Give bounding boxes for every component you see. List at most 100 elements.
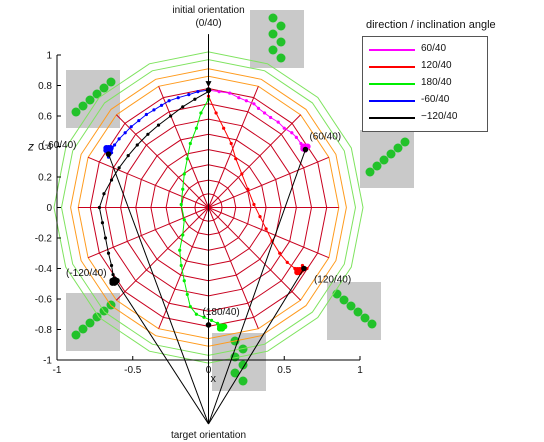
data-point: [135, 143, 139, 147]
data-point: [176, 96, 180, 100]
legend-label: 180/40: [421, 77, 452, 88]
grid-spoke: [87, 156, 209, 208]
x-tick-labels: -1 -0.5 0 0.5 1: [53, 356, 363, 376]
data-point: [109, 263, 114, 268]
insect-segment: [353, 307, 363, 317]
data-point: [199, 111, 203, 115]
target-line: [114, 278, 209, 425]
data-point: [193, 97, 197, 101]
insect-segment: [276, 37, 286, 47]
data-point: [169, 114, 173, 118]
data-point: [188, 305, 192, 309]
x-tick-label: -1: [53, 365, 62, 376]
y-tick-label: -0.8: [35, 325, 53, 336]
data-point: [182, 172, 186, 176]
inset-bottom: [212, 333, 266, 391]
data-point: [194, 126, 198, 130]
y-tick-label: -0.4: [35, 264, 53, 275]
y-tick-label: 0.2: [38, 173, 52, 184]
target-point: [302, 146, 309, 153]
y-tick-label: -0.6: [35, 295, 53, 306]
y-tick-label: 0: [46, 203, 52, 214]
grid-spoke: [116, 207, 209, 301]
data-point: [246, 187, 250, 191]
insect-segment: [372, 161, 382, 171]
insect-segment: [365, 167, 375, 177]
y-axis-label: z: [27, 140, 34, 154]
target-cluster-point: [105, 145, 112, 152]
annotation-label: (180/40): [203, 307, 240, 318]
data-point: [129, 125, 133, 129]
y-tick-label: -1: [43, 356, 52, 367]
data-point: [244, 99, 248, 103]
insect-segment: [393, 143, 403, 153]
data-point: [152, 108, 156, 112]
data-point: [117, 166, 121, 170]
data-point: [188, 141, 192, 146]
y-tick-label: 0.4: [38, 142, 52, 153]
data-point: [196, 90, 200, 94]
data-point: [214, 111, 218, 115]
legend: 60/40 120/40 180/40 -60/40 −120/40: [362, 36, 488, 132]
series-2: [178, 97, 228, 332]
grid-ring-outer-green: [53, 51, 364, 364]
grid-spoke: [208, 86, 259, 208]
legend-label: −120/40: [421, 111, 458, 122]
target-line: [208, 149, 306, 425]
x-tick-label: -0.5: [124, 365, 142, 376]
data-point: [258, 215, 262, 219]
inset-top-left: [66, 70, 120, 128]
grid-ring-green: [60, 59, 357, 356]
legend-swatch: [369, 100, 415, 102]
data-point: [102, 192, 106, 196]
data-point: [182, 218, 186, 222]
x-tick-label: 0: [206, 365, 212, 376]
data-point: [222, 126, 226, 130]
insect-segment: [360, 313, 370, 323]
insect-segment: [268, 45, 278, 55]
insect-segment: [238, 360, 248, 370]
data-point: [185, 292, 189, 297]
data-point: [97, 205, 102, 210]
data-point: [269, 115, 273, 120]
insect-segment: [386, 149, 396, 159]
grid-spoke: [208, 207, 259, 329]
data-point: [103, 236, 108, 240]
x-tick-label: 0.5: [277, 365, 291, 376]
grid-spoke: [116, 114, 209, 208]
data-point: [159, 103, 164, 107]
data-point: [179, 263, 183, 268]
data-point: [285, 260, 289, 264]
data-point: [109, 178, 114, 182]
legend-swatch: [369, 83, 415, 85]
annotation-label: (-60/40): [41, 140, 76, 151]
data-point: [112, 143, 117, 147]
insect-inset-icon: [365, 137, 410, 177]
insect-segment: [379, 155, 389, 165]
target-line: [208, 268, 305, 425]
data-point: [117, 137, 121, 141]
data-point: [178, 248, 182, 252]
series-line: [179, 98, 223, 327]
initial-arrow-head: [205, 81, 212, 88]
y-tick-label: 1: [46, 51, 52, 62]
data-point: [181, 233, 185, 237]
legend-label: -60/40: [421, 94, 450, 105]
data-point: [290, 131, 294, 135]
insect-segment: [71, 330, 81, 340]
insect-segment: [276, 53, 286, 63]
target-cluster-point: [296, 267, 303, 274]
grid-ring-orange: [70, 68, 347, 347]
x-axis-label: x: [211, 373, 217, 385]
legend-swatch: [369, 117, 415, 119]
insect-segment: [85, 318, 95, 328]
annotation-label: (0/40): [195, 18, 221, 29]
insect-segment: [346, 301, 356, 311]
insect-segment: [92, 312, 102, 322]
legend-swatch: [369, 49, 415, 51]
target-point: [111, 276, 118, 282]
data-point: [179, 202, 183, 207]
data-point: [126, 154, 130, 158]
data-point: [185, 157, 189, 161]
